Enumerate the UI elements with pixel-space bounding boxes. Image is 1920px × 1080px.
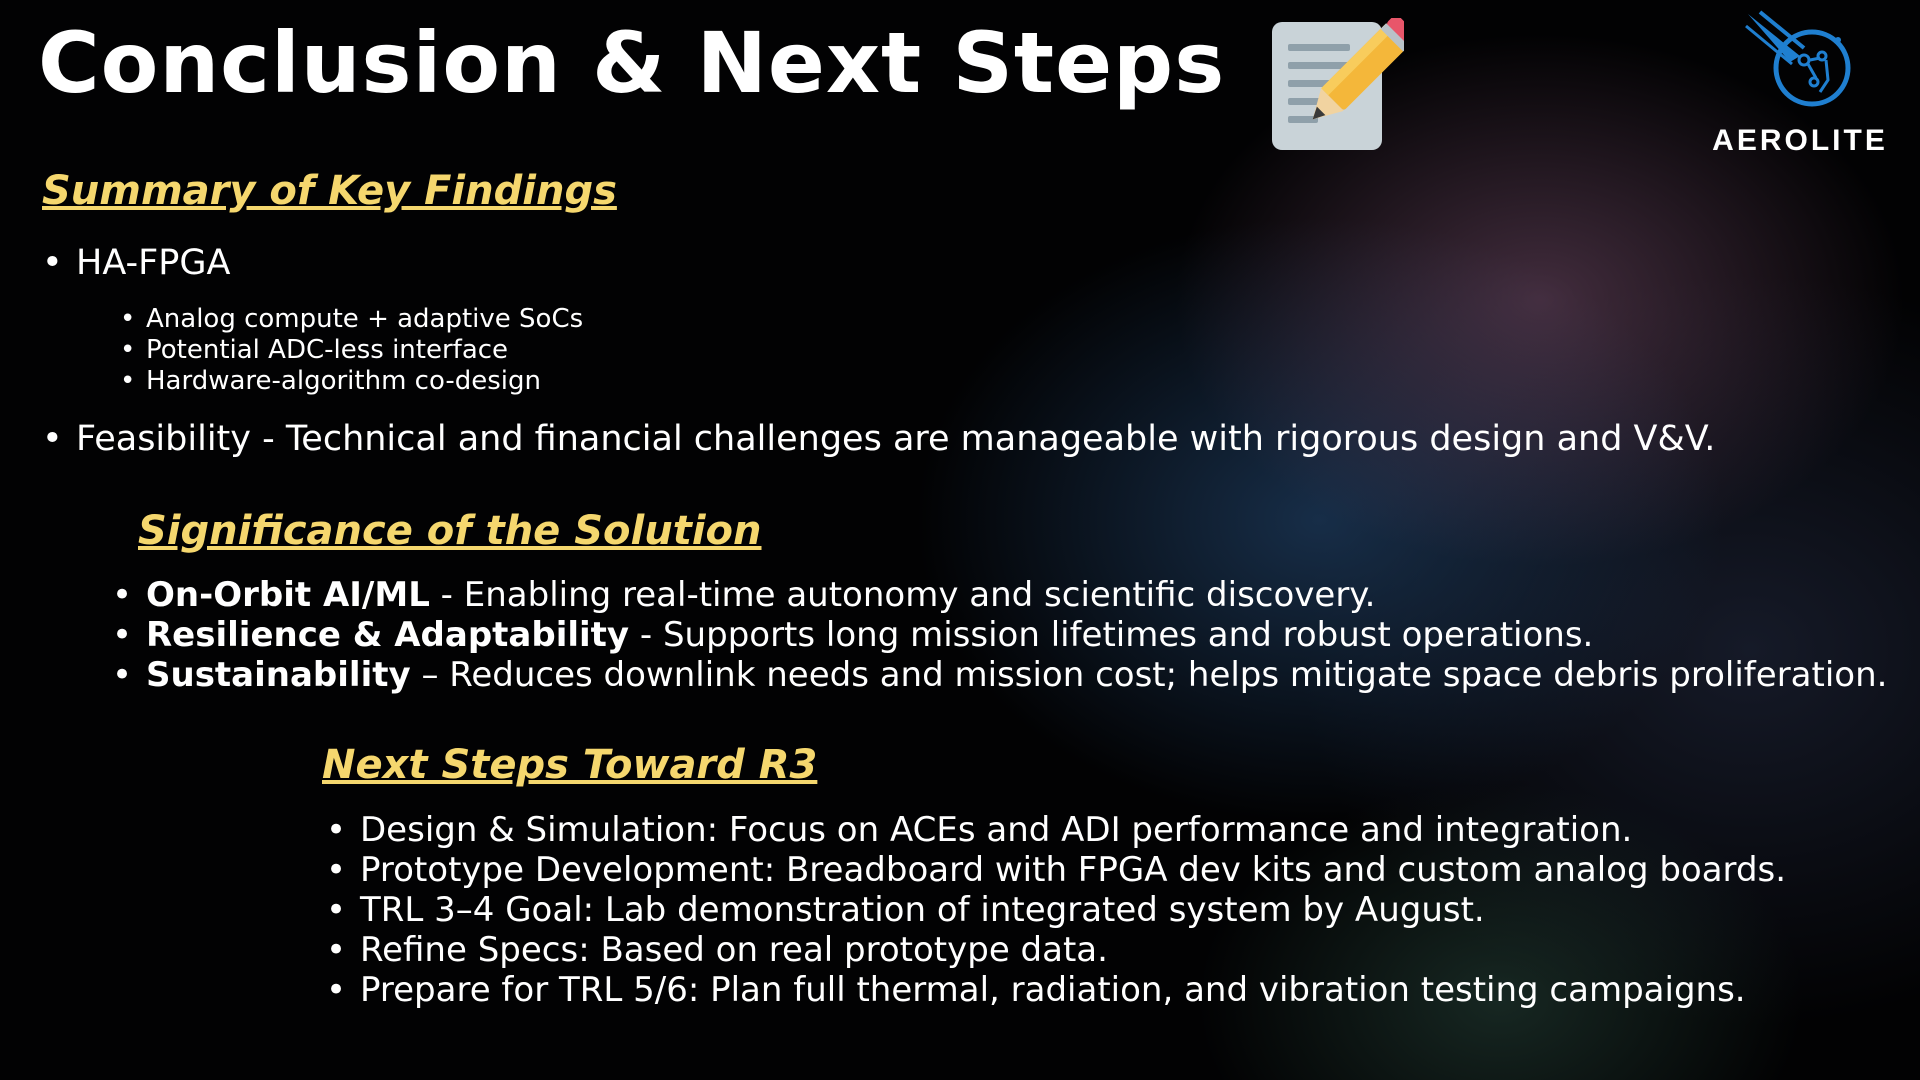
- significance-item-text: – Reduces downlink needs and mission cos…: [410, 655, 1888, 695]
- significance-item-title: Resilience & Adaptability: [146, 615, 630, 655]
- next-steps-heading: Next Steps Toward R3: [322, 742, 818, 788]
- logo-text: AEROLITE: [1712, 124, 1888, 157]
- next-step-item: Refine Specs: Based on real prototype da…: [326, 930, 1786, 970]
- significance-heading: Significance of the Solution: [138, 508, 762, 554]
- next-steps-list: Design & Simulation: Focus on ACEs and A…: [326, 810, 1786, 1010]
- significance-item-title: Sustainability: [146, 655, 411, 695]
- significance-item: Resilience & Adaptability - Supports lon…: [112, 615, 1887, 655]
- summary-list-1: HA-FPGA: [42, 242, 231, 284]
- summary-subitem: Analog compute + adaptive SoCs: [120, 304, 583, 335]
- summary-heading: Summary of Key Findings: [42, 168, 617, 214]
- significance-list: On-Orbit AI/ML - Enabling real-time auto…: [112, 575, 1888, 695]
- summary-sublist: Analog compute + adaptive SoCs Potential…: [120, 304, 583, 397]
- next-step-item: Design & Simulation: Focus on ACEs and A…: [326, 810, 1786, 850]
- significance-item-title: On-Orbit AI/ML: [146, 575, 430, 615]
- aerolite-logo: AEROLITE: [1700, 8, 1900, 168]
- significance-item-text: - Supports long mission lifetimes and ro…: [629, 615, 1594, 655]
- summary-list-2: Feasibility - Technical and financial ch…: [42, 418, 1715, 460]
- next-step-item: TRL 3–4 Goal: Lab demonstration of integ…: [326, 890, 1786, 930]
- significance-item: On-Orbit AI/ML - Enabling real-time auto…: [112, 575, 1887, 615]
- summary-item-feasibility: Feasibility - Technical and financial ch…: [42, 418, 1715, 460]
- notepad-pencil-icon: [1268, 15, 1417, 154]
- comet-circuit-icon: [1745, 10, 1851, 107]
- page-title: Conclusion & Next Steps: [38, 14, 1226, 112]
- summary-item-ha-fpga: HA-FPGA: [42, 242, 231, 284]
- significance-item-text: - Enabling real-time autonomy and scient…: [429, 575, 1376, 615]
- significance-item: Sustainability – Reduces downlink needs …: [112, 655, 1888, 695]
- summary-subitem: Potential ADC-less interface: [120, 335, 583, 366]
- next-step-item: Prototype Development: Breadboard with F…: [326, 850, 1786, 890]
- summary-subitem: Hardware-algorithm co-design: [120, 366, 583, 397]
- next-step-item: Prepare for TRL 5/6: Plan full thermal, …: [326, 970, 1786, 1010]
